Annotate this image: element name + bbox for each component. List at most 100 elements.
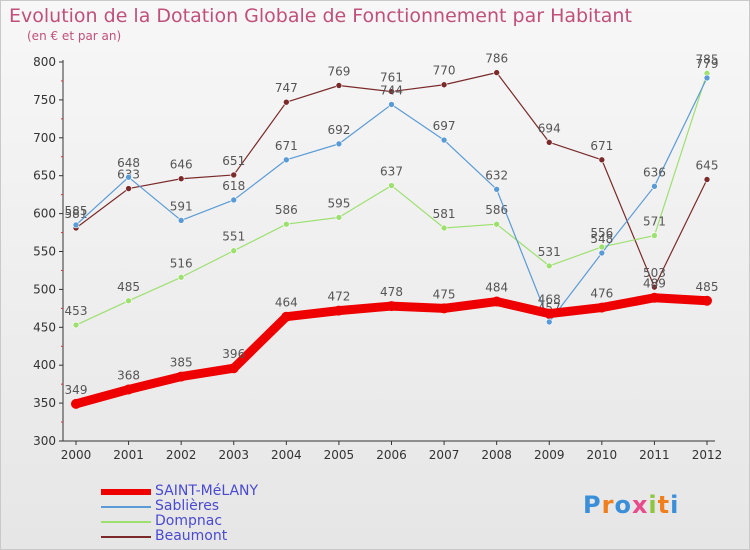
data-label: 581 [65, 207, 88, 221]
data-point [176, 371, 187, 382]
data-point [493, 69, 500, 76]
data-label: 744 [380, 83, 403, 97]
data-point [703, 176, 711, 183]
data-label: 475 [433, 287, 456, 301]
data-label: 453 [65, 304, 88, 318]
chart-title: Evolution de la Dotation Globale de Fonc… [9, 5, 632, 27]
data-label: 651 [222, 154, 245, 168]
y-tick-label: 550 [33, 245, 56, 259]
data-point [125, 297, 132, 305]
data-label: 571 [643, 215, 666, 229]
legend-label: Sablières [155, 498, 220, 514]
y-tick-label: 500 [33, 282, 56, 296]
data-label: 531 [538, 245, 561, 259]
legend-label: Beaumont [155, 528, 228, 544]
data-label: 484 [485, 281, 508, 295]
data-label: 581 [433, 207, 456, 221]
x-tick-label: 2002 [166, 448, 197, 462]
data-label: 556 [590, 226, 613, 240]
data-label: 618 [222, 179, 245, 193]
data-label: 646 [170, 158, 193, 172]
data-point [230, 196, 238, 204]
logo-letter: x [631, 491, 649, 519]
x-tick-label: 2000 [61, 448, 92, 462]
legend-swatch [101, 521, 151, 523]
logo-letter: i [648, 491, 658, 519]
x-tick-label: 2012 [692, 448, 723, 462]
x-tick-label: 2010 [587, 448, 618, 462]
logo-letter: t [657, 491, 671, 519]
data-point [72, 321, 80, 329]
data-label: 761 [380, 71, 403, 85]
data-point [335, 140, 343, 148]
data-point [651, 183, 658, 190]
y-tick-label: 650 [33, 169, 56, 183]
data-label: 485 [117, 280, 140, 294]
data-label: 485 [696, 280, 719, 294]
x-tick-label: 2006 [376, 448, 407, 462]
x-tick-label: 2001 [113, 448, 144, 462]
data-label: 692 [327, 123, 350, 137]
legend-label: SAINT-MéLANY [155, 483, 259, 499]
data-point [177, 217, 185, 224]
data-point [544, 308, 555, 319]
data-label: 648 [117, 156, 140, 170]
data-label: 591 [170, 199, 193, 213]
data-point [440, 136, 448, 144]
x-tick-label: 2005 [324, 448, 355, 462]
data-label: 769 [327, 64, 350, 78]
logo-letter: i [670, 491, 680, 519]
data-point [72, 221, 80, 229]
y-tick-label: 750 [33, 93, 56, 107]
y-tick-label: 800 [33, 55, 56, 69]
data-label: 489 [643, 277, 666, 291]
data-point [335, 214, 343, 221]
y-tick-label: 450 [33, 320, 56, 334]
data-point [651, 283, 658, 291]
data-point [493, 220, 500, 228]
x-tick-label: 2004 [271, 448, 302, 462]
chart-subtitle: (en € et par an) [27, 29, 122, 43]
y-tick-label: 350 [33, 396, 56, 410]
data-label: 671 [275, 139, 298, 153]
data-label: 396 [222, 347, 245, 361]
data-label: 770 [433, 64, 456, 78]
data-point [177, 273, 185, 281]
logo-letter: o [614, 491, 632, 519]
data-point [388, 88, 395, 95]
data-point [545, 262, 553, 270]
data-point [177, 175, 185, 183]
series-line-0 [71, 293, 712, 409]
logo-letter: r [601, 491, 615, 519]
data-label: 476 [590, 287, 613, 301]
legend-swatch [101, 506, 151, 508]
data-label: 645 [696, 158, 719, 172]
data-point [388, 101, 395, 108]
y-tick-label: 400 [33, 358, 56, 372]
x-tick-label: 2008 [481, 448, 512, 462]
data-point [281, 311, 292, 322]
data-label: 551 [222, 230, 245, 244]
data-point [386, 301, 397, 312]
data-point [649, 292, 660, 303]
data-label: 586 [275, 203, 298, 217]
data-point [440, 81, 448, 89]
data-label: 468 [538, 293, 561, 307]
data-label: 747 [275, 81, 298, 95]
data-point [545, 139, 553, 146]
data-label: 472 [327, 290, 350, 304]
data-point [125, 173, 132, 181]
data-label: 548 [590, 232, 613, 246]
data-label: 697 [433, 119, 456, 133]
data-point [335, 82, 343, 89]
data-label: 785 [696, 52, 719, 66]
data-point [439, 303, 450, 314]
data-label: 478 [380, 285, 403, 299]
data-point [228, 363, 239, 374]
data-label: 595 [327, 196, 350, 210]
proxiti-logo: Proxiti [583, 491, 679, 519]
data-point [71, 398, 81, 409]
data-label: 694 [538, 121, 561, 135]
